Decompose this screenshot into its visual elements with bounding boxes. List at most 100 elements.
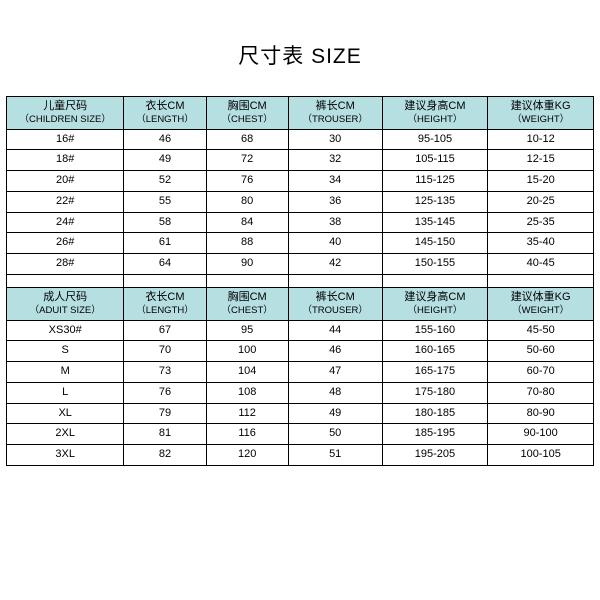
- table-cell: 16#: [7, 129, 124, 150]
- table-cell: 36: [288, 191, 382, 212]
- column-header: 衣长CM（LENGTH）: [124, 287, 206, 320]
- table-cell: 185-195: [382, 424, 488, 445]
- table-cell: L: [7, 382, 124, 403]
- column-header-zh: 建议身高CM: [384, 291, 487, 305]
- table-cell: 73: [124, 362, 206, 383]
- table-cell: 70-80: [488, 382, 594, 403]
- table-row: 16#46683095-10510-12: [7, 129, 594, 150]
- table-cell: 120: [206, 445, 288, 466]
- table-cell: 76: [206, 171, 288, 192]
- table-cell: 88: [206, 233, 288, 254]
- table-cell: 80: [206, 191, 288, 212]
- table-cell: 60-70: [488, 362, 594, 383]
- table-cell: 195-205: [382, 445, 488, 466]
- column-header-en: （HEIGHT）: [384, 305, 487, 317]
- table-cell: 35-40: [488, 233, 594, 254]
- table-row: 28#649042150-15540-45: [7, 254, 594, 275]
- table-cell: 15-20: [488, 171, 594, 192]
- column-header-en: （CHEST）: [208, 114, 287, 126]
- table-cell: 155-160: [382, 320, 488, 341]
- table-cell: 64: [124, 254, 206, 275]
- table-cell: 44: [288, 320, 382, 341]
- table-cell: 40-45: [488, 254, 594, 275]
- table-cell: 125-135: [382, 191, 488, 212]
- column-header-zh: 衣长CM: [125, 100, 204, 114]
- column-header-zh: 胸围CM: [208, 291, 287, 305]
- table-row: 20#527634115-12515-20: [7, 171, 594, 192]
- table-cell: 2XL: [7, 424, 124, 445]
- table-cell: 82: [124, 445, 206, 466]
- size-table: 儿童尺码（CHILDREN SIZE）衣长CM（LENGTH）胸围CM（CHES…: [6, 96, 594, 466]
- table-cell: 112: [206, 403, 288, 424]
- table-row: 18#497232105-11512-15: [7, 150, 594, 171]
- column-header-zh: 裤长CM: [290, 291, 381, 305]
- column-header: 胸围CM（CHEST）: [206, 287, 288, 320]
- table-cell: XS30#: [7, 320, 124, 341]
- column-header-en: （CHILDREN SIZE）: [8, 114, 122, 126]
- table-cell: 20#: [7, 171, 124, 192]
- column-header: 建议体重KG（WEIGHT）: [488, 287, 594, 320]
- table-cell: 20-25: [488, 191, 594, 212]
- column-header-zh: 成人尺码: [8, 291, 122, 305]
- table-cell: M: [7, 362, 124, 383]
- table-row: 3XL8212051195-205100-105: [7, 445, 594, 466]
- column-header-en: （TROUSER）: [290, 305, 381, 317]
- children-header-row: 儿童尺码（CHILDREN SIZE）衣长CM（LENGTH）胸围CM（CHES…: [7, 97, 594, 130]
- table-cell: 42: [288, 254, 382, 275]
- column-header-zh: 裤长CM: [290, 100, 381, 114]
- table-cell: 68: [206, 129, 288, 150]
- table-cell: 46: [288, 341, 382, 362]
- table-cell: 28#: [7, 254, 124, 275]
- column-header: 建议体重KG（WEIGHT）: [488, 97, 594, 130]
- table-cell: 145-150: [382, 233, 488, 254]
- table-cell: 150-155: [382, 254, 488, 275]
- table-cell: 108: [206, 382, 288, 403]
- column-header-en: （WEIGHT）: [489, 114, 592, 126]
- column-header-zh: 建议体重KG: [489, 291, 592, 305]
- section-gap: [7, 274, 594, 287]
- table-cell: 61: [124, 233, 206, 254]
- table-cell: 55: [124, 191, 206, 212]
- table-cell: 165-175: [382, 362, 488, 383]
- table-cell: 49: [124, 150, 206, 171]
- table-cell: 100-105: [488, 445, 594, 466]
- table-cell: 26#: [7, 233, 124, 254]
- column-header-zh: 建议体重KG: [489, 100, 592, 114]
- column-header-en: （CHEST）: [208, 305, 287, 317]
- column-header-en: （TROUSER）: [290, 114, 381, 126]
- column-header: 衣长CM（LENGTH）: [124, 97, 206, 130]
- column-header: 胸围CM（CHEST）: [206, 97, 288, 130]
- column-header: 裤长CM（TROUSER）: [288, 287, 382, 320]
- table-cell: 22#: [7, 191, 124, 212]
- adult-header-row: 成人尺码（ADUIT SIZE）衣长CM（LENGTH）胸围CM（CHEST）裤…: [7, 287, 594, 320]
- column-header-en: （HEIGHT）: [384, 114, 487, 126]
- table-cell: 116: [206, 424, 288, 445]
- table-cell: 95: [206, 320, 288, 341]
- table-cell: 50: [288, 424, 382, 445]
- table-cell: 51: [288, 445, 382, 466]
- table-row: XS30#679544155-16045-50: [7, 320, 594, 341]
- table-cell: S: [7, 341, 124, 362]
- table-cell: 46: [124, 129, 206, 150]
- table-cell: 84: [206, 212, 288, 233]
- table-cell: 135-145: [382, 212, 488, 233]
- table-cell: 3XL: [7, 445, 124, 466]
- table-cell: 90: [206, 254, 288, 275]
- table-cell: 81: [124, 424, 206, 445]
- table-cell: 52: [124, 171, 206, 192]
- table-cell: 12-15: [488, 150, 594, 171]
- table-cell: 58: [124, 212, 206, 233]
- column-header-en: （WEIGHT）: [489, 305, 592, 317]
- table-cell: 34: [288, 171, 382, 192]
- column-header: 建议身高CM（HEIGHT）: [382, 287, 488, 320]
- table-cell: 38: [288, 212, 382, 233]
- column-header-zh: 建议身高CM: [384, 100, 487, 114]
- table-cell: 40: [288, 233, 382, 254]
- column-header: 建议身高CM（HEIGHT）: [382, 97, 488, 130]
- table-row: 22#558036125-13520-25: [7, 191, 594, 212]
- table-cell: 79: [124, 403, 206, 424]
- table-cell: 45-50: [488, 320, 594, 341]
- column-header: 裤长CM（TROUSER）: [288, 97, 382, 130]
- table-cell: 18#: [7, 150, 124, 171]
- table-cell: 49: [288, 403, 382, 424]
